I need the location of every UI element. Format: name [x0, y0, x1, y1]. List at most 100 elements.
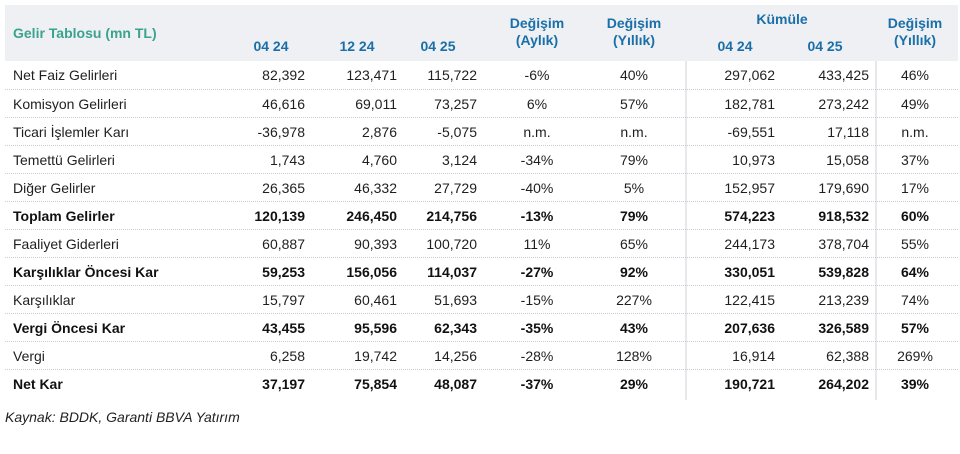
- header-degisim-aylik: Değişim (Aylık): [509, 15, 565, 48]
- row-value: 59,253: [262, 264, 305, 280]
- row-value: 152,957: [724, 180, 775, 196]
- row-value: 17,118: [827, 124, 869, 140]
- row-value: 122,415: [724, 292, 775, 308]
- row-value: 60%: [900, 208, 930, 224]
- row-value: 79%: [619, 152, 649, 168]
- row-value: 123,471: [346, 67, 397, 83]
- row-label: Komisyon Gelirleri: [13, 96, 127, 112]
- row-value: -27%: [520, 264, 554, 280]
- row-label: Temettü Gelirleri: [13, 152, 115, 168]
- row-value: n.m.: [523, 124, 551, 140]
- row-value: 51,693: [434, 292, 477, 308]
- row-value: 156,056: [346, 264, 397, 280]
- row-value: -69,551: [727, 124, 775, 140]
- row-value: 1,743: [269, 152, 305, 168]
- row-value: 574,223: [724, 208, 775, 224]
- row-value: 46%: [900, 67, 930, 83]
- row-value: 330,051: [724, 264, 775, 280]
- row-value: 40%: [619, 67, 649, 83]
- row-value: 182,781: [724, 96, 775, 112]
- column-separator: [875, 5, 877, 400]
- row-value: 64%: [900, 264, 930, 280]
- row-label: Net Faiz Gelirleri: [13, 67, 118, 83]
- source-note: Kaynak: BDDK, Garanti BBVA Yatırım: [5, 409, 240, 425]
- row-value: 55%: [900, 236, 930, 252]
- header-04-25: 04 25: [420, 38, 456, 54]
- row-value: 207,636: [724, 320, 775, 336]
- row-value: 539,828: [818, 264, 869, 280]
- row-value: 69,011: [355, 96, 397, 112]
- row-value: 60,461: [354, 292, 397, 308]
- table-header: Gelir Tablosu (mn TL) 04 24 12 24 04 25 …: [5, 5, 958, 61]
- row-value: -35%: [520, 320, 554, 336]
- row-value: 4,760: [361, 152, 397, 168]
- row-value: 46,332: [354, 180, 397, 196]
- row-value: -40%: [520, 180, 554, 196]
- table-row: Faaliyet Giderleri 60,887 90,393 100,720 11%…: [5, 229, 958, 257]
- row-label: Vergi Öncesi Kar: [13, 320, 126, 336]
- row-value: n.m.: [620, 124, 648, 140]
- row-value: 100,720: [426, 236, 477, 252]
- row-value: 269%: [897, 348, 933, 364]
- row-value: 433,425: [818, 67, 869, 83]
- table-row: Net Faiz Gelirleri 82,392 123,471 115,722 -6…: [5, 61, 958, 89]
- row-label: Vergi: [13, 348, 45, 364]
- row-value: 39%: [900, 376, 930, 392]
- row-value: 214,756: [426, 208, 477, 224]
- table-body: Net Faiz Gelirleri 82,392 123,471 115,722 -6…: [5, 61, 958, 397]
- row-value: 244,173: [724, 236, 775, 252]
- row-value: 62,388: [826, 348, 869, 364]
- row-value: 37%: [900, 152, 930, 168]
- row-value: 115,722: [427, 67, 477, 83]
- row-value: 6,258: [269, 348, 305, 364]
- row-label: Karşılıklar: [13, 292, 76, 308]
- row-value: 65%: [619, 236, 649, 252]
- table-row: Temettü Gelirleri 1,743 4,760 3,124 -34% 79% 1…: [5, 145, 958, 173]
- row-value: 79%: [619, 208, 649, 224]
- header-04-24: 04 24: [253, 38, 289, 54]
- row-value: 6%: [526, 96, 548, 112]
- row-value: 15,058: [826, 152, 869, 168]
- row-value: 43%: [619, 320, 649, 336]
- row-value: 74%: [900, 292, 930, 308]
- row-value: 11%: [523, 236, 551, 252]
- row-label: Ticari İşlemler Karı: [13, 124, 130, 140]
- header-kumule: Kümüle: [756, 11, 808, 27]
- row-value: 19,742: [354, 348, 397, 364]
- row-value: -37%: [520, 376, 554, 392]
- row-value: 10,973: [732, 152, 775, 168]
- row-value: -6%: [524, 67, 550, 83]
- row-value: 60,887: [262, 236, 305, 252]
- row-value: 57%: [900, 320, 930, 336]
- row-value: 62,343: [434, 320, 477, 336]
- table-row: Vergi Öncesi Kar 43,455 95,596 62,343 -35% 43…: [5, 313, 958, 341]
- row-value: 128%: [616, 348, 652, 364]
- row-value: 227%: [616, 292, 652, 308]
- row-value: 14,256: [434, 348, 477, 364]
- row-value: 82,392: [262, 67, 305, 83]
- table-row: Komisyon Gelirleri 46,616 69,011 73,257 6% 57…: [5, 89, 958, 117]
- row-value: 75,854: [354, 376, 397, 392]
- row-value: 27,729: [434, 180, 477, 196]
- row-value: 57%: [619, 96, 649, 112]
- table-row: Karşılıklar 15,797 60,461 51,693 -15% 227% 122…: [5, 285, 958, 313]
- row-value: -5,075: [437, 124, 477, 140]
- row-value: 90,393: [354, 236, 397, 252]
- table-row: Ticari İşlemler Karı -36,978 2,876 -5,075 n.…: [5, 117, 958, 145]
- header-12-24: 12 24: [339, 38, 375, 54]
- row-value: -28%: [520, 348, 554, 364]
- row-value: 297,062: [724, 67, 775, 83]
- income-statement-table: Gelir Tablosu (mn TL) 04 24 12 24 04 25 …: [5, 5, 958, 400]
- header-degisim-yillik: Değişim (Yıllık): [606, 15, 662, 48]
- row-value: 46,616: [262, 96, 305, 112]
- header-kumule-degisim-yillik: Değişim (Yıllık): [887, 15, 943, 48]
- row-value: 3,124: [441, 152, 477, 168]
- row-value: 378,704: [818, 236, 869, 252]
- row-value: -34%: [520, 152, 554, 168]
- header-kumule-04-24: 04 24: [717, 38, 753, 54]
- row-value: 273,242: [818, 96, 869, 112]
- row-label: Karşılıklar Öncesi Kar: [13, 264, 159, 280]
- row-value: 26,365: [262, 180, 305, 196]
- table-row: Vergi 6,258 19,742 14,256 -28% 128% 16,914 62,3…: [5, 341, 958, 369]
- row-value: 92%: [619, 264, 649, 280]
